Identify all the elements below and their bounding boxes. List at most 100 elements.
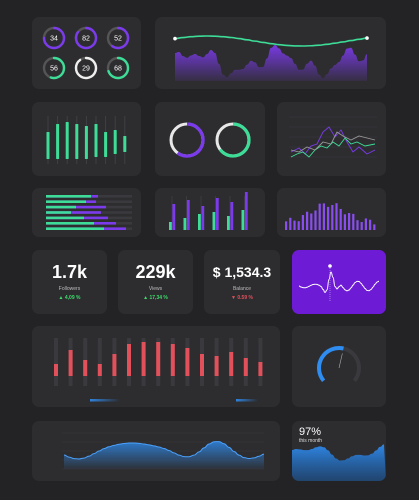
green-candle-chart: [46, 116, 127, 164]
pbar-bar: [331, 205, 334, 230]
ring-arc: [74, 56, 98, 80]
pbar-bar: [343, 214, 346, 230]
candle-bar: [65, 122, 69, 159]
gbar-bar-purple: [230, 202, 234, 230]
pbar-bar: [348, 213, 351, 230]
pbar-bar: [356, 220, 359, 230]
rbar-bar: [258, 362, 263, 376]
pbar-bar: [352, 213, 355, 230]
blue-area-card: [32, 421, 280, 481]
stat-card-followers: 1.7k Followers ▲ 4,09 %: [32, 250, 107, 314]
purple-bars-card: [277, 188, 386, 237]
rbar-track: [54, 338, 58, 386]
pbar-bar: [322, 203, 325, 230]
hbar-primary: [46, 200, 86, 203]
pbar-bar: [364, 218, 367, 230]
scroll-indicator: [90, 399, 120, 402]
pbar-bar: [327, 206, 330, 230]
ring-value: 56: [50, 66, 58, 73]
rbar-bar: [243, 358, 248, 376]
candle-bar: [75, 124, 79, 159]
red-bar-chart: [54, 338, 263, 402]
ring-gauges: 34 82 52 56 29 68: [42, 26, 130, 80]
rings-card: 34 82 52 56 29 68: [32, 17, 141, 89]
candle-bar: [84, 126, 88, 159]
hbar-primary: [46, 195, 91, 198]
rbar-bar: [141, 342, 146, 376]
pulse-point: [328, 264, 332, 268]
line-series: [290, 131, 376, 153]
line-series: [290, 137, 376, 158]
stat-label: Views: [148, 286, 163, 292]
rbar-bar: [83, 360, 88, 376]
purple-bar-chart: [285, 203, 376, 230]
rbar-bar: [54, 364, 58, 376]
hbar-card: [32, 188, 141, 237]
hbar-primary: [46, 227, 104, 230]
red-bar-card: [32, 326, 280, 407]
grouped-bar-card: [155, 188, 265, 237]
pulse-line: [298, 271, 380, 293]
rbar-bar: [185, 348, 190, 376]
pbar-bar: [318, 203, 321, 230]
wave-area-card: [155, 17, 386, 89]
hbar-secondary: [46, 211, 101, 214]
line-series: [290, 126, 376, 155]
pbar-bar: [293, 220, 296, 230]
progress-value: 97%: [299, 426, 322, 438]
gauge-fill: [317, 346, 344, 383]
gbar-bar-purple: [186, 200, 190, 230]
stat-value: 229k: [135, 262, 176, 282]
pulse-line-chart: [298, 264, 380, 302]
rbar-bar: [229, 352, 234, 376]
rbar-bar: [112, 354, 117, 376]
stat-change: ▼ 0.59 %: [231, 295, 253, 301]
pbar-bar: [297, 221, 300, 230]
wave-area: [175, 45, 367, 81]
progress-area: [292, 444, 386, 481]
candle-bar: [46, 132, 50, 159]
pbar-bar: [310, 213, 313, 230]
candle-bar: [123, 136, 127, 152]
donut-arc: [176, 122, 205, 158]
gbar-bar-green: [227, 216, 230, 230]
rbar-bar: [127, 344, 131, 376]
rbar-bar: [97, 364, 102, 376]
ring-arc: [42, 26, 66, 50]
pbar-bar: [314, 210, 317, 230]
pbar-bar: [306, 211, 309, 230]
pbar-bar: [369, 219, 372, 230]
gbar-bar-green: [169, 222, 172, 230]
stat-value: 1.7k: [51, 262, 88, 282]
ring-value: 52: [114, 36, 122, 43]
rbar-bar: [68, 350, 73, 376]
gbar-bar-purple: [215, 198, 219, 230]
progress-area-chart: [292, 444, 386, 481]
ring-value: 68: [114, 66, 122, 73]
blue-area: [64, 441, 264, 469]
pbar-bar: [373, 224, 376, 230]
pbar-bar: [339, 208, 342, 230]
pbar-bar: [285, 221, 288, 230]
ring-arc: [74, 26, 98, 50]
stat-card-views: 229k Views ▲ 17,34 %: [118, 250, 193, 314]
ring-value: 29: [82, 66, 90, 73]
stat-label: Balance: [232, 286, 252, 292]
gbar-bar-green: [241, 210, 245, 230]
donut-charts: [169, 122, 251, 158]
wave-line: [174, 35, 368, 47]
gbar-bar-purple: [172, 204, 176, 230]
wave-point: [365, 36, 369, 40]
rbar-bar: [170, 344, 175, 376]
hbar-primary: [46, 205, 76, 209]
stat-change: ▲ 4,09 %: [58, 295, 81, 301]
donut-arc: [218, 122, 251, 158]
gbar-bar-purple: [244, 192, 248, 230]
pbar-bar: [360, 222, 363, 230]
radial-gauge: [317, 346, 361, 383]
rbar-track: [97, 338, 102, 386]
ring-arc: [110, 26, 130, 50]
ring-value: 82: [82, 36, 90, 43]
pbar-bar: [301, 215, 304, 230]
wave-point: [173, 36, 177, 41]
